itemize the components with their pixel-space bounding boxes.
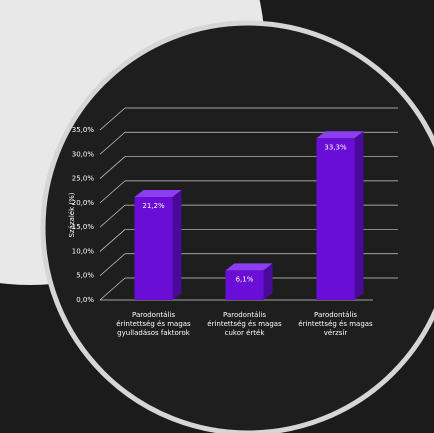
grid-line bbox=[99, 253, 126, 276]
x-tick-label: Parodontális érintettség és magas vérzsí… bbox=[298, 311, 373, 337]
y-tick-label: 0,0% bbox=[76, 296, 94, 304]
bar-top bbox=[316, 131, 364, 139]
bar bbox=[316, 138, 355, 300]
grid-line bbox=[99, 132, 126, 155]
y-axis-title: Százalék (%) bbox=[68, 192, 76, 237]
grid-line bbox=[99, 204, 126, 228]
bar-side bbox=[354, 131, 364, 300]
dark-circle bbox=[40, 20, 434, 433]
y-tick-label: 15,0% bbox=[72, 223, 95, 231]
value-label: 33,3% bbox=[324, 143, 347, 151]
y-tick-label: 10,0% bbox=[72, 247, 95, 255]
y-tick-label: 30,0% bbox=[72, 150, 95, 158]
bar-top bbox=[225, 263, 273, 271]
y-tick-label: 25,0% bbox=[72, 175, 95, 183]
grid-line bbox=[99, 277, 126, 301]
y-tick-label: 20,0% bbox=[72, 199, 95, 207]
x-tick-label: Parodontális érintettség és magas cukor … bbox=[207, 311, 282, 337]
bar bbox=[225, 270, 264, 300]
grid-line bbox=[99, 156, 126, 179]
y-tick-label: 35,0% bbox=[72, 126, 95, 134]
grid-line bbox=[99, 229, 126, 252]
value-label: 6,1% bbox=[236, 275, 254, 283]
grid-line bbox=[99, 107, 126, 131]
bar-side bbox=[172, 190, 182, 300]
grid-line bbox=[99, 180, 126, 204]
value-label: 21,2% bbox=[142, 202, 165, 210]
bar bbox=[134, 197, 173, 300]
bar-side bbox=[263, 263, 273, 300]
y-tick-label: 5,0% bbox=[76, 272, 94, 280]
x-tick-label: Parodontális érintettség és magas gyulla… bbox=[116, 311, 191, 337]
bar-top bbox=[134, 190, 182, 198]
